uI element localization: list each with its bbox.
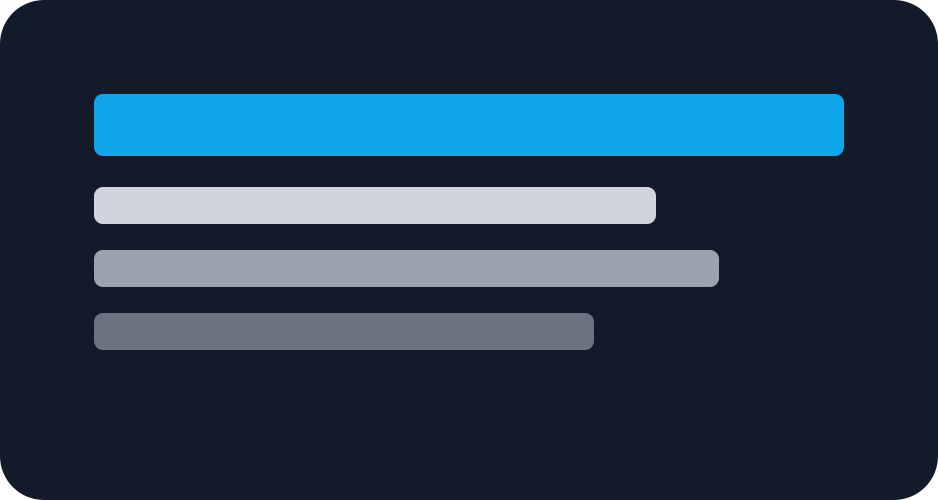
skeleton-line-1 — [94, 187, 656, 224]
skeleton-title-bar — [94, 94, 844, 156]
skeleton-line-2 — [94, 250, 719, 287]
skeleton-line-3 — [94, 313, 594, 350]
